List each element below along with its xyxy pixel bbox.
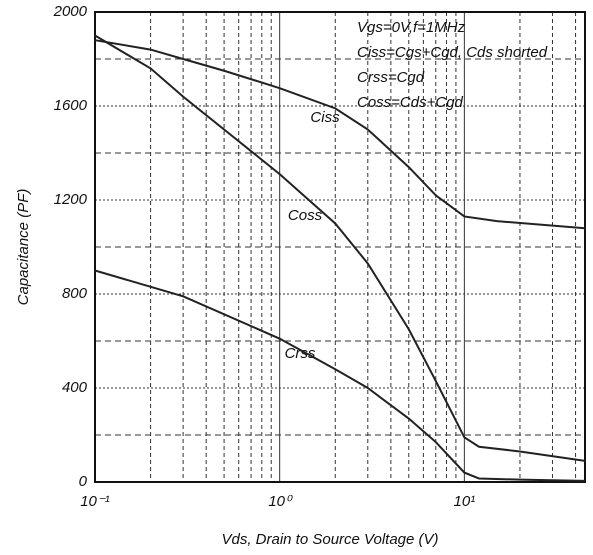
series-line [94, 34, 586, 462]
plot-frame [94, 11, 586, 483]
annotation: Ciss=Cgs+Cgd, Cds shorted [357, 44, 548, 61]
series-label: Coss [288, 207, 323, 224]
series-line [94, 269, 586, 482]
y-tick-label: 400 [62, 379, 88, 396]
annotation: Vgs=0V,f=1MHz [357, 19, 466, 36]
x-axis-label: Vds, Drain to Source Voltage (V) [221, 531, 438, 548]
y-tick-label: 1200 [54, 191, 88, 208]
x-tick-label: 10¹ [454, 493, 476, 510]
y-tick-label: 800 [62, 285, 88, 302]
annotation: Crss=Cgd [357, 69, 425, 86]
x-tick-label: 10⁻¹ [80, 493, 110, 510]
annotation: Coss=Cds+Cgd [357, 94, 464, 111]
series-line [94, 39, 586, 230]
series-label: Ciss [310, 109, 340, 126]
y-axis-label: Capacitance (PF) [15, 189, 32, 306]
x-tick-label: 10⁰ [268, 493, 293, 510]
y-tick-label: 0 [79, 473, 88, 490]
y-tick-label: 2000 [53, 3, 88, 20]
series-label: Crss [285, 345, 316, 362]
y-tick-label: 1600 [54, 97, 88, 114]
